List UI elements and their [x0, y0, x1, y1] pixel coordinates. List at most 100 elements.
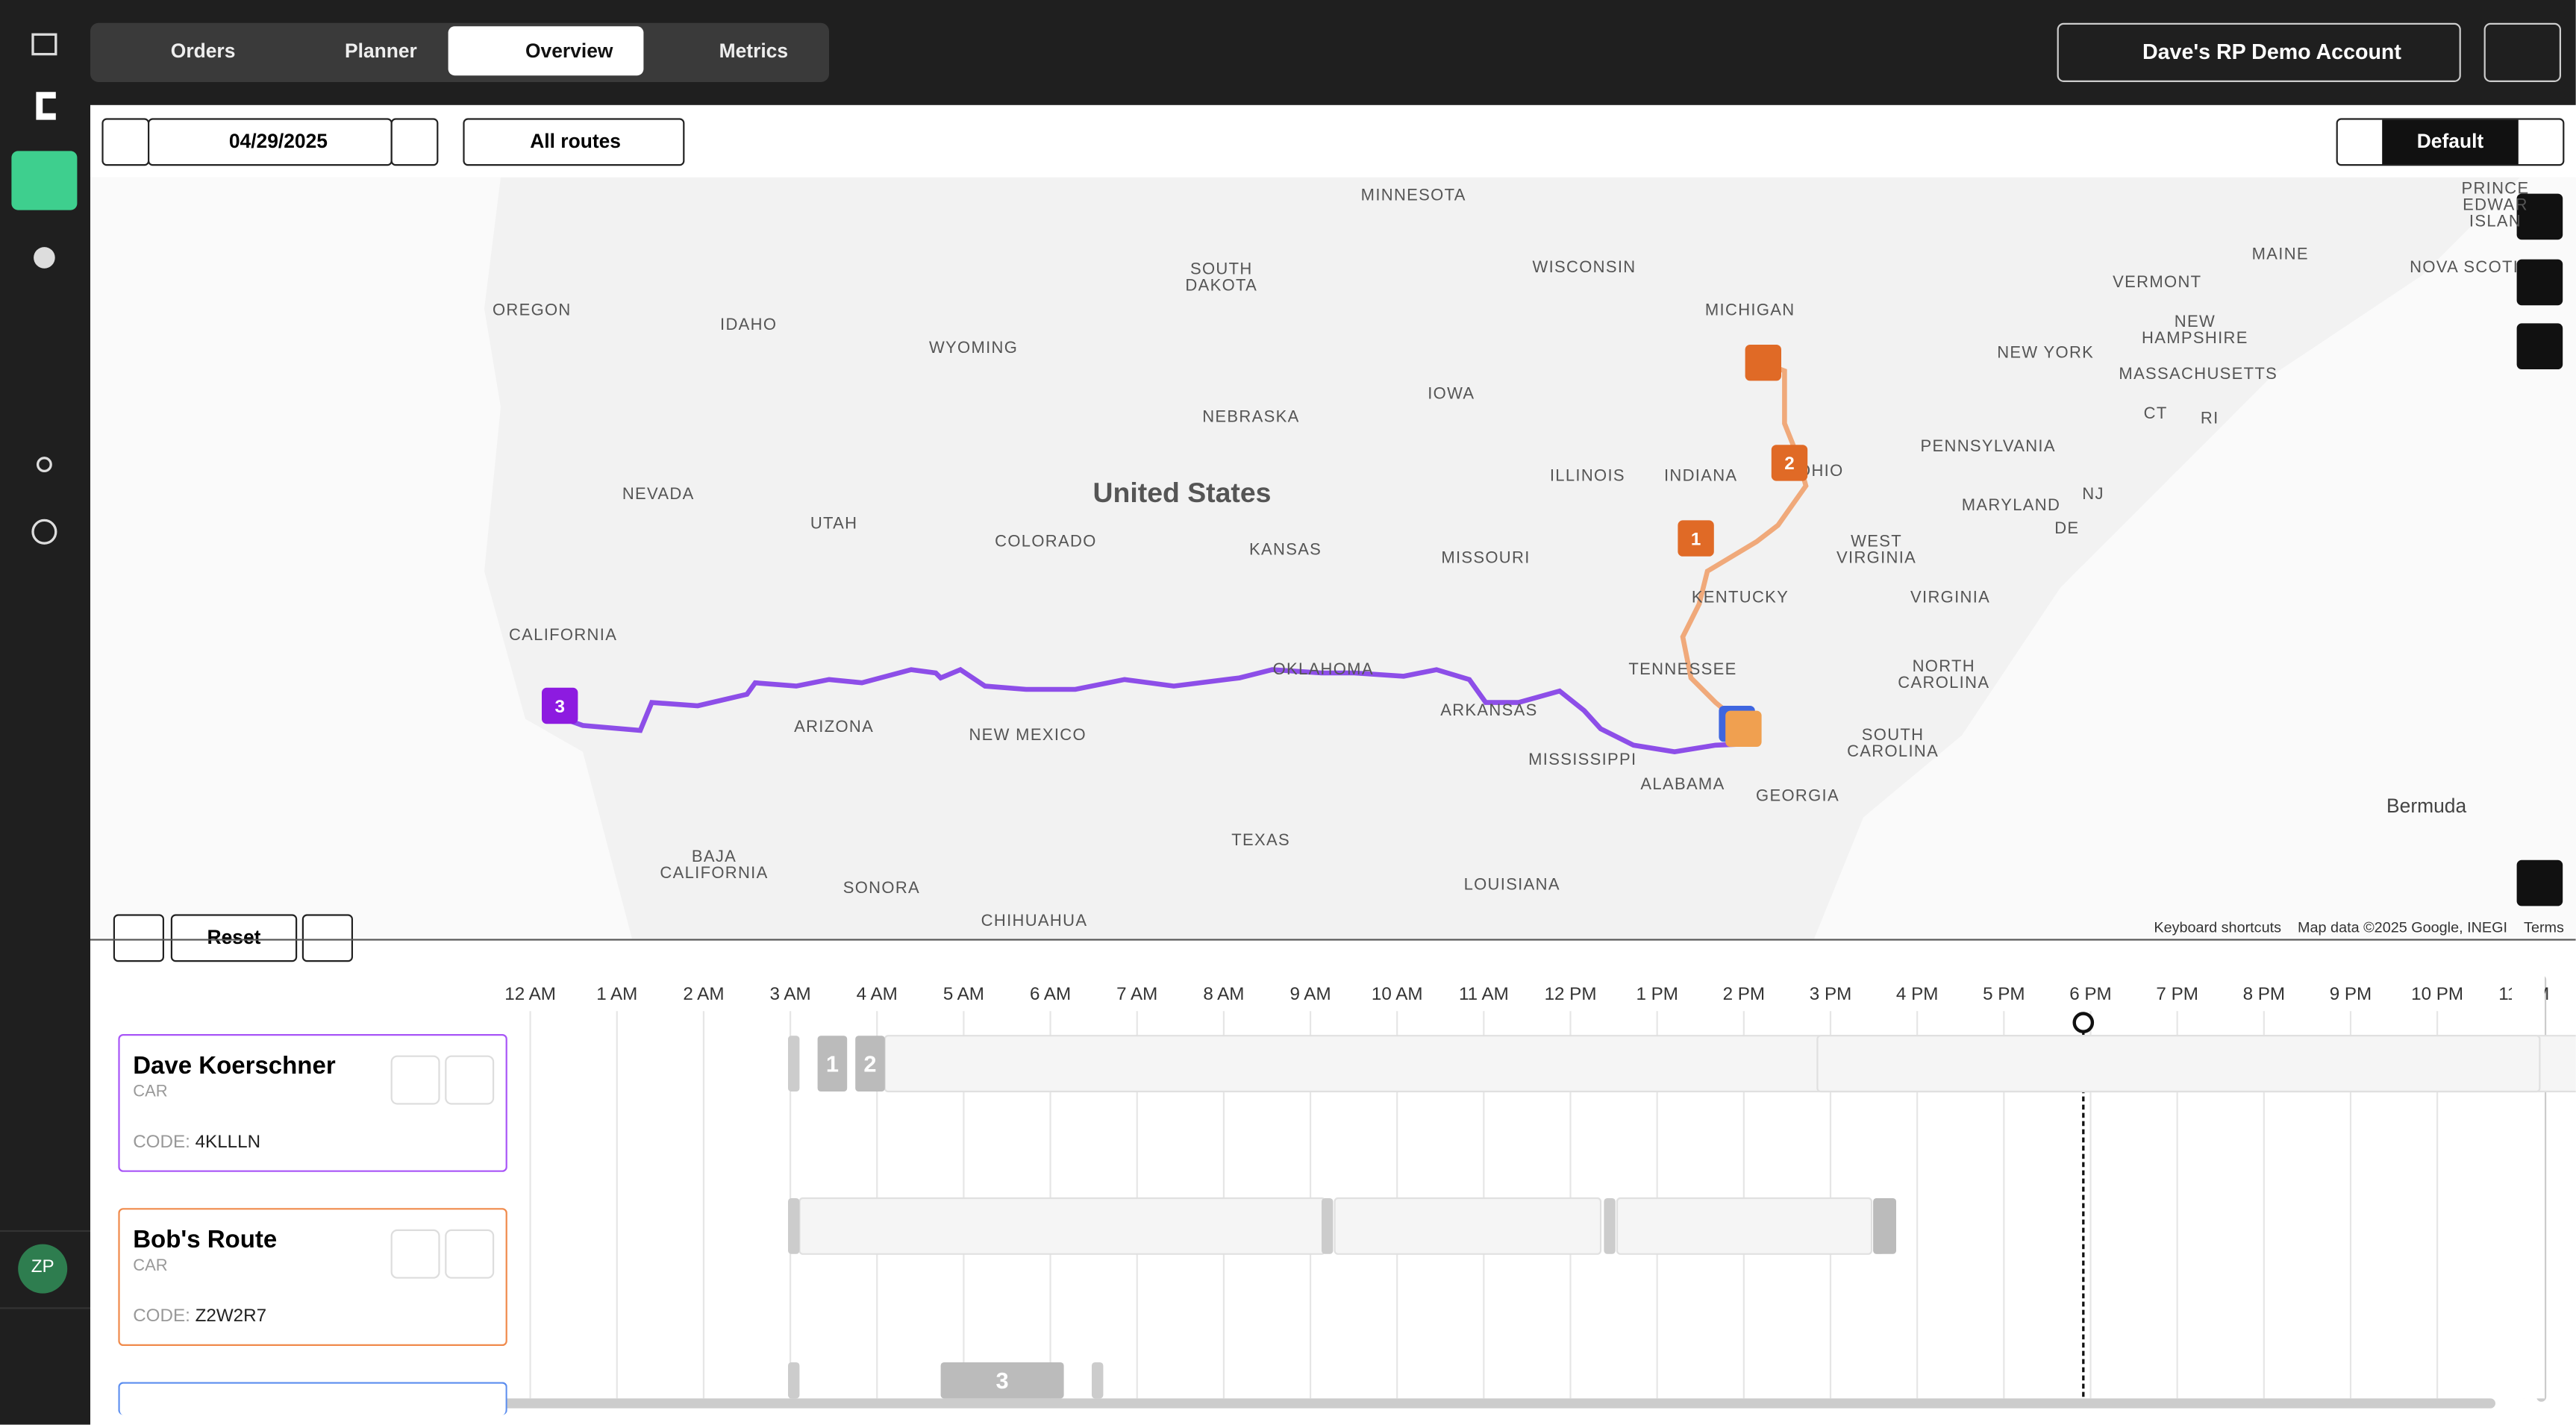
code: CODE: Z2W2R7 — [133, 1306, 266, 1326]
user-initials[interactable]: ZP — [31, 1257, 54, 1277]
map-label: TENNESSEE — [1628, 660, 1736, 678]
vehicle: CAR — [133, 1083, 168, 1102]
tab[interactable]: Overview — [525, 39, 613, 63]
stop-block — [855, 1036, 885, 1092]
map-label: ARIZONA — [794, 717, 874, 736]
route-filter[interactable]: All routes — [463, 118, 685, 166]
reset[interactable]: Reset — [170, 914, 298, 962]
map-label: IOWA — [1428, 384, 1475, 403]
hour-label: 5 AM — [943, 984, 984, 1004]
stop-marker — [542, 687, 578, 724]
map-label: BAJA — [692, 847, 737, 865]
map-label: VIRGINIA — [1910, 587, 1990, 606]
stop-number: 1 — [1691, 529, 1701, 549]
route-name: Dave Koerschner — [133, 1052, 336, 1080]
stop-block — [817, 1036, 848, 1092]
tick-block — [1604, 1198, 1616, 1254]
map-label: UTAH — [810, 513, 858, 532]
vehicle: CAR — [133, 1257, 168, 1276]
nav-active[interactable] — [11, 151, 78, 210]
map-label: NEW — [2175, 312, 2216, 331]
timeline: 12 AM 1 AM 2 AM 3 AM 4 AM 5 AM 6 AM 7 AM 8 AM 9 A… — [90, 939, 2576, 1409]
map-label: WYOMING — [929, 338, 1018, 357]
view-default[interactable]: Default — [2382, 119, 2519, 164]
tab[interactable]: Planner — [345, 39, 417, 63]
date-picker[interactable]: 04/29/2025 — [148, 118, 393, 166]
route-card[interactable]: Bob's Route CAR CODE: Z2W2R7 — [118, 1208, 507, 1346]
map-label: TEXAS — [1231, 830, 1290, 849]
toggle-visibility[interactable] — [390, 1229, 440, 1279]
stop-block — [940, 1362, 1064, 1399]
settings[interactable] — [2483, 22, 2561, 82]
stop-block-label: 3 — [996, 1368, 1009, 1394]
hour-label: 3 AM — [770, 984, 811, 1004]
map-label: ARKANSAS — [1440, 701, 1537, 719]
hour-label: 10 PM — [2411, 984, 2463, 1004]
map-label: INDIANA — [1664, 466, 1737, 485]
map-label: MASSACHUSETTS — [2119, 364, 2278, 383]
hour-label: 8 AM — [1203, 984, 1244, 1004]
route-span — [798, 1197, 1326, 1255]
hour-label: 3 PM — [1810, 984, 1851, 1004]
focus-route[interactable] — [445, 1055, 495, 1105]
map-label: MISSOURI — [1441, 548, 1530, 567]
map-label: NJ — [2082, 484, 2104, 503]
stop-block-label: 2 — [863, 1051, 876, 1077]
terms[interactable]: Terms — [2524, 919, 2564, 936]
map-label: DAKOTA — [1185, 275, 1257, 294]
route-card[interactable]: Dave Koerschner CAR CODE: 4KLLLN — [118, 1034, 507, 1172]
account-menu[interactable]: Dave's RP Demo Account — [2057, 22, 2461, 82]
stop-marker — [1771, 445, 1808, 481]
zoom-in[interactable] — [113, 914, 164, 962]
tick-block — [788, 1198, 800, 1254]
tick-block — [1322, 1198, 1334, 1254]
sidebar: ZP — [0, 0, 90, 1425]
map-label: CALIFORNIA — [509, 625, 617, 644]
stop-number: 3 — [554, 697, 564, 717]
hour-label: 12 AM — [504, 984, 556, 1004]
route-span — [1334, 1197, 1602, 1255]
map-label: VERMONT — [2113, 272, 2201, 291]
map-label: CAROLINA — [1898, 673, 1989, 692]
stop-block-label: 1 — [826, 1051, 839, 1077]
hour-label: 12 PM — [1545, 984, 1597, 1004]
map-label: SONORA — [843, 878, 920, 897]
map-label: KANSAS — [1249, 540, 1322, 559]
zoom-out[interactable] — [301, 914, 353, 962]
hour-label: 2 AM — [683, 984, 724, 1004]
map-label: Bermuda — [2386, 795, 2466, 817]
map-label: OREGON — [493, 300, 572, 319]
end-block — [1873, 1198, 1896, 1254]
map-label: NEW YORK — [1997, 343, 2094, 362]
sidebar-icons — [0, 33, 90, 1309]
tab[interactable]: Metrics — [719, 39, 789, 63]
map-label: WEST — [1851, 532, 1902, 551]
hour-label: 11 AM — [1459, 984, 1509, 1004]
hour-label: 1 AM — [596, 984, 637, 1004]
map-label: MICHIGAN — [1705, 300, 1795, 319]
hour-label: 5 PM — [1983, 984, 2025, 1004]
hour-label: 9 AM — [1289, 984, 1331, 1004]
stop-marker — [1678, 520, 1714, 557]
map-label: PENNSYLVANIA — [1921, 436, 2056, 455]
tab[interactable]: Orders — [170, 39, 236, 63]
route-span — [1616, 1197, 1873, 1255]
hour-label: 4 PM — [1896, 984, 1938, 1004]
prev-day[interactable] — [101, 118, 150, 166]
map-label: GEORGIA — [1756, 786, 1839, 805]
now-marker — [2072, 1012, 2095, 1033]
map-label: CT — [2144, 404, 2168, 422]
shortcuts[interactable]: Keyboard shortcuts — [2154, 919, 2282, 936]
code-value: 4KLLLN — [195, 1133, 261, 1153]
hour-label: 7 PM — [2156, 984, 2198, 1004]
route-card[interactable] — [118, 1382, 507, 1415]
toggle-visibility[interactable] — [390, 1055, 440, 1105]
map-label: MINNESOTA — [1361, 185, 1466, 204]
next-day[interactable] — [390, 118, 439, 166]
focus-route[interactable] — [445, 1229, 495, 1279]
map-footer: Keyboard shortcuts Map data ©2025 Google… — [2154, 919, 2564, 936]
map-label: HAMPSHIRE — [2142, 328, 2248, 347]
map-label: NEBRASKA — [1202, 407, 1299, 425]
